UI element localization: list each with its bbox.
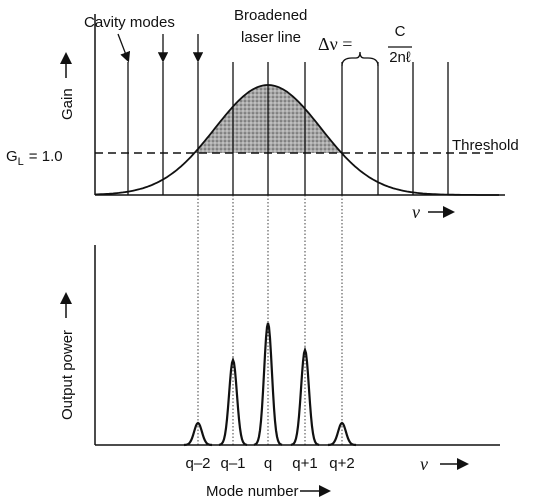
label: = 1.0 (29, 148, 63, 165)
brace (341, 51, 379, 67)
label: L (18, 156, 24, 168)
axis-label: Output power (59, 330, 76, 420)
output-peak (183, 421, 213, 447)
axis-label: Mode number (206, 483, 299, 500)
label: Δν = (318, 34, 352, 54)
drawing (60, 14, 505, 497)
axis-label: ν (412, 202, 420, 222)
mode-label: q+1 (292, 455, 317, 472)
mode-label: q–1 (220, 455, 245, 472)
mode-label: q–2 (185, 455, 210, 472)
label: C (395, 23, 406, 40)
label: Cavity modes (84, 14, 175, 31)
output-peak (327, 421, 357, 447)
label: laser line (241, 29, 301, 46)
output-peak (253, 322, 283, 446)
axis-label: ν (420, 454, 428, 474)
axis-label: Gain (59, 88, 76, 120)
label: GL = 1.0 (6, 148, 63, 168)
gain-curve (94, 84, 499, 196)
label: 2nℓ (389, 49, 411, 66)
arrow (117, 33, 131, 63)
output-peak (290, 346, 320, 446)
label: Broadened (234, 7, 307, 24)
mode-label: q+2 (329, 455, 354, 472)
output-peak (218, 356, 248, 446)
mode-label: q (264, 455, 272, 472)
label: G (6, 148, 18, 165)
label: Threshold (452, 137, 519, 154)
